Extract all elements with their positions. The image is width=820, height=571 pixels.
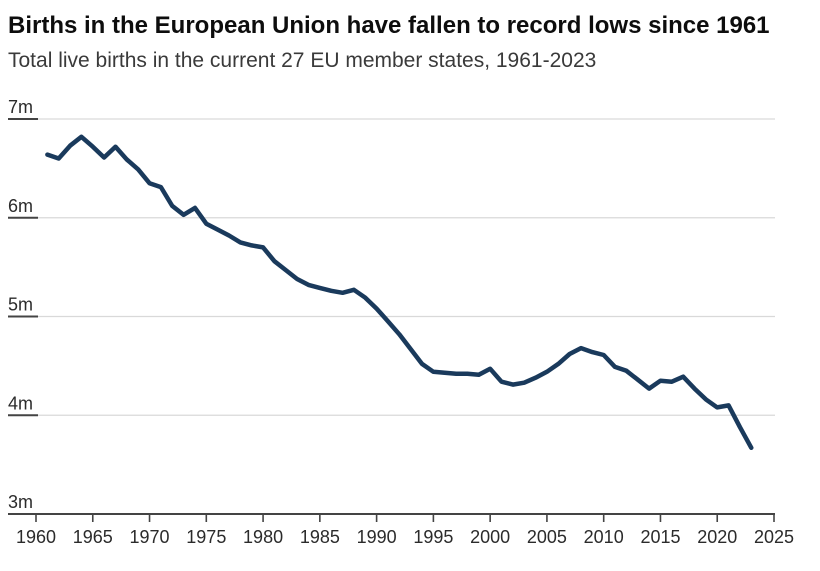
y-axis-label-3m: 3m [8,492,33,512]
chart-title: Births in the European Union have fallen… [8,12,770,39]
x-axis-label-2000: 2000 [470,527,510,547]
x-axis-label-2025: 2025 [754,527,794,547]
y-axis-label-6m: 6m [8,196,33,216]
x-axis-label-1960: 1960 [16,527,56,547]
x-axis-label-1995: 1995 [413,527,453,547]
x-axis-label-2010: 2010 [584,527,624,547]
y-axis-label-4m: 4m [8,393,33,413]
x-axis-label-2005: 2005 [527,527,567,547]
y-axis-label-5m: 5m [8,295,33,315]
chart-subtitle: Total live births in the current 27 EU m… [8,49,597,72]
x-axis-label-1970: 1970 [130,527,170,547]
x-axis-label-1965: 1965 [73,527,113,547]
x-axis-label-2015: 2015 [640,527,680,547]
x-axis-label-1975: 1975 [186,527,226,547]
x-axis-label-1980: 1980 [243,527,283,547]
line-chart: 3m 4m 5m 6m 7m 1960 1965 1970 1975 1980 1985 1990 19… [8,97,794,547]
births-data-line [45,134,754,451]
x-axis-label-2020: 2020 [697,527,737,547]
y-axis-label-7m: 7m [8,97,33,117]
x-axis-label-1990: 1990 [357,527,397,547]
x-axis-label-1985: 1985 [300,527,340,547]
